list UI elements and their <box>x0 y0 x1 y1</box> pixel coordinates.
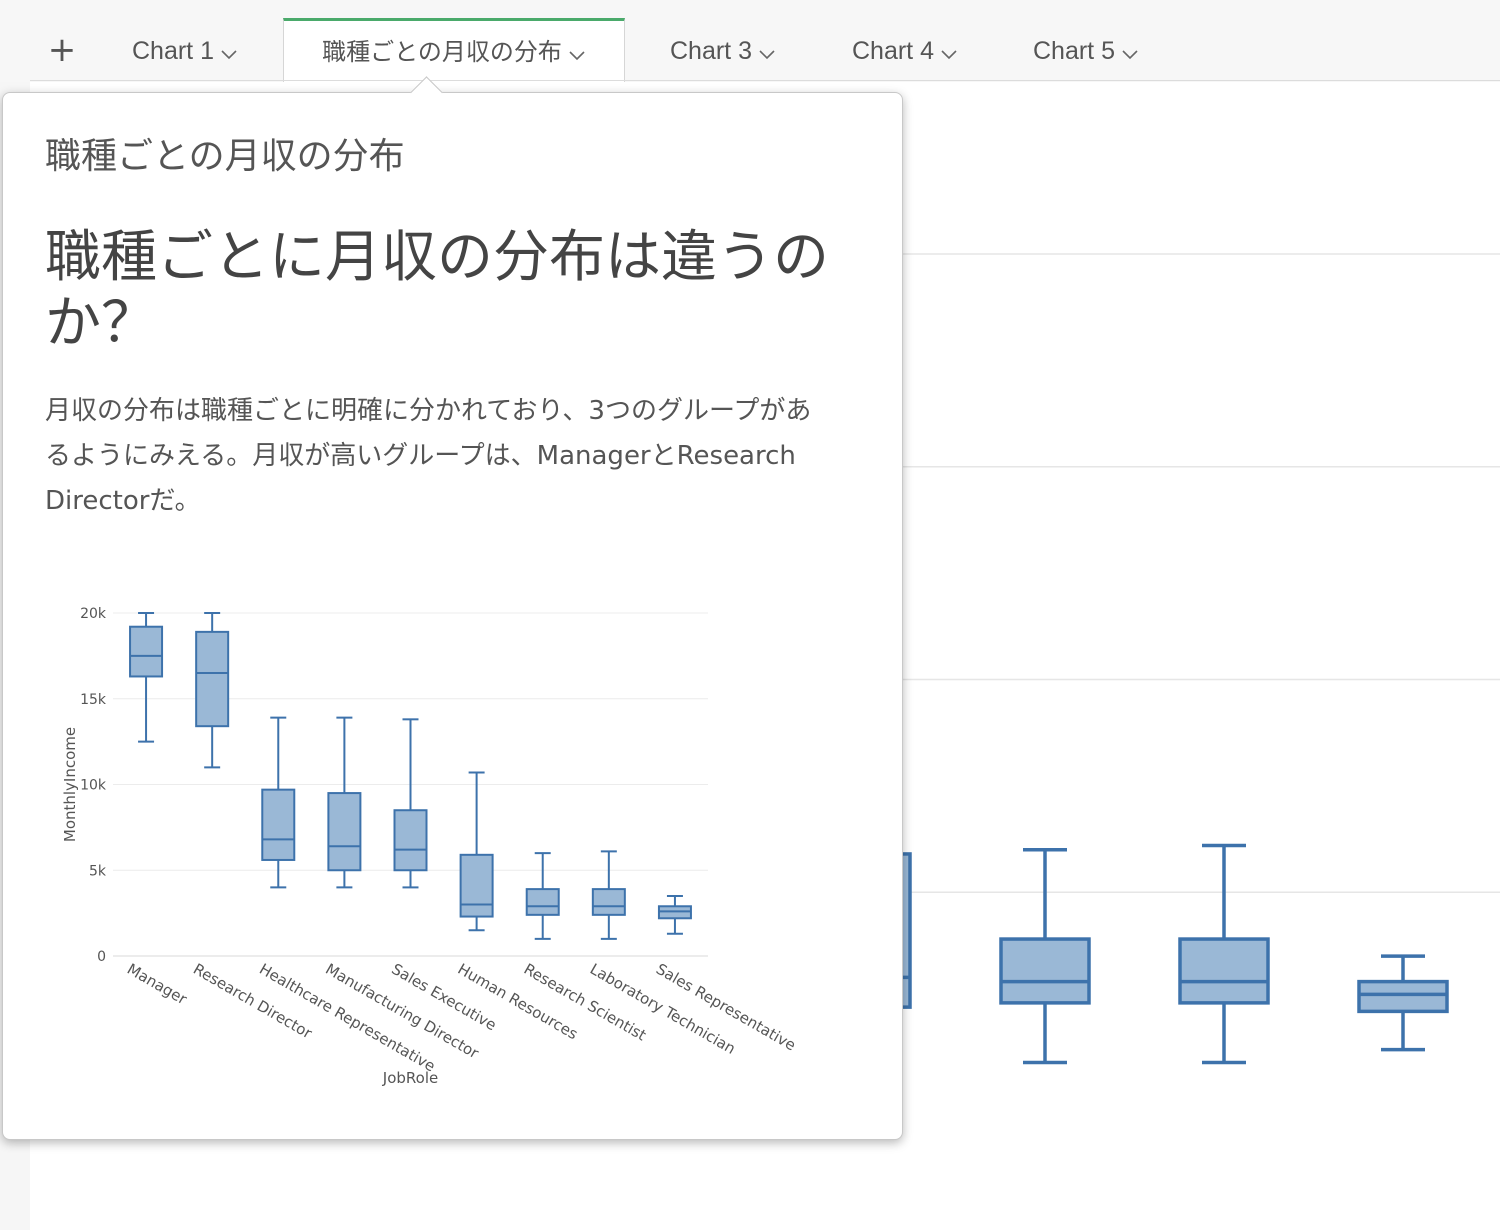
chevron-down-icon <box>568 22 586 84</box>
box-plot-item <box>657 894 692 935</box>
tab-label: Chart 4 <box>852 37 934 65</box>
box <box>327 792 362 872</box>
tab-bar-divider <box>30 80 1500 81</box>
y-tick-label: 5k <box>89 863 107 879</box>
x-tick-label: Research Director <box>190 960 316 1043</box>
add-tab-button[interactable]: + <box>47 30 77 70</box>
box <box>1178 937 1270 1005</box>
box-plot-item <box>195 612 230 769</box>
tab-label: Chart 1 <box>132 37 214 65</box>
box-plot-item <box>591 850 626 940</box>
box <box>591 888 626 916</box>
box-plot-item <box>459 771 494 932</box>
box-plot-item <box>1357 954 1449 1052</box>
popover-heading: 職種ごとに月収の分布は違うのか？ <box>45 225 829 356</box>
chevron-down-icon <box>758 19 776 85</box>
tab-chart-4[interactable]: Chart 4 <box>830 18 980 80</box>
x-tick-label: Manager <box>124 960 191 1009</box>
y-tick-label: 10k <box>80 778 107 794</box>
y-tick-label: 20k <box>80 606 107 622</box>
popover-title: 職種ごとの月収の分布 <box>45 136 405 177</box>
box-plot-item <box>129 612 164 743</box>
box <box>195 630 230 728</box>
x-tick-label: Human Resources <box>455 960 581 1043</box>
box-plot-item <box>261 716 296 889</box>
box <box>1357 979 1449 1014</box>
x-axis-title: JobRole <box>382 1069 438 1087</box>
popover-description: 月収の分布は職種ごとに明確に分かれており、3つのグループがあるようにみえる。月収… <box>45 396 812 516</box>
tab-label: Chart 5 <box>1033 37 1115 65</box>
box-plot-item <box>327 716 362 889</box>
tab-chart-1[interactable]: Chart 1 <box>110 18 260 80</box>
tab-label: Chart 3 <box>670 37 752 65</box>
box-plot-item <box>1178 843 1270 1065</box>
chevron-down-icon <box>220 19 238 85</box>
box <box>999 937 1091 1005</box>
tab-job-income-distribution[interactable]: 職種ごとの月収の分布 <box>283 18 625 84</box>
x-tick-label: Research Scientist <box>521 960 650 1045</box>
box <box>393 809 428 872</box>
chart-description-popover: 職種ごとの月収の分布 職種ごとに月収の分布は違うのか？ 月収の分布は職種ごとに明… <box>2 76 903 1140</box>
y-tick-label: 0 <box>97 949 106 965</box>
box <box>525 888 560 916</box>
y-tick-label: 15k <box>80 692 107 708</box>
box-plot-item <box>525 852 560 940</box>
y-axis-title: MonthlyIncome <box>61 727 79 842</box>
box <box>129 625 164 678</box>
tab-bar: + Chart 1 職種ごとの月収の分布 Chart 3 Chart 4 Cha… <box>0 0 1500 84</box>
tab-chart-3[interactable]: Chart 3 <box>648 18 798 80</box>
tab-label: 職種ごとの月収の分布 <box>322 38 562 66</box>
box-plot-item <box>393 718 428 889</box>
box <box>261 788 296 861</box>
box-plot-item <box>999 847 1091 1065</box>
tab-chart-5[interactable]: Chart 5 <box>1011 18 1161 80</box>
box <box>459 853 494 918</box>
chevron-down-icon <box>940 19 958 85</box>
chevron-down-icon <box>1121 19 1139 85</box>
